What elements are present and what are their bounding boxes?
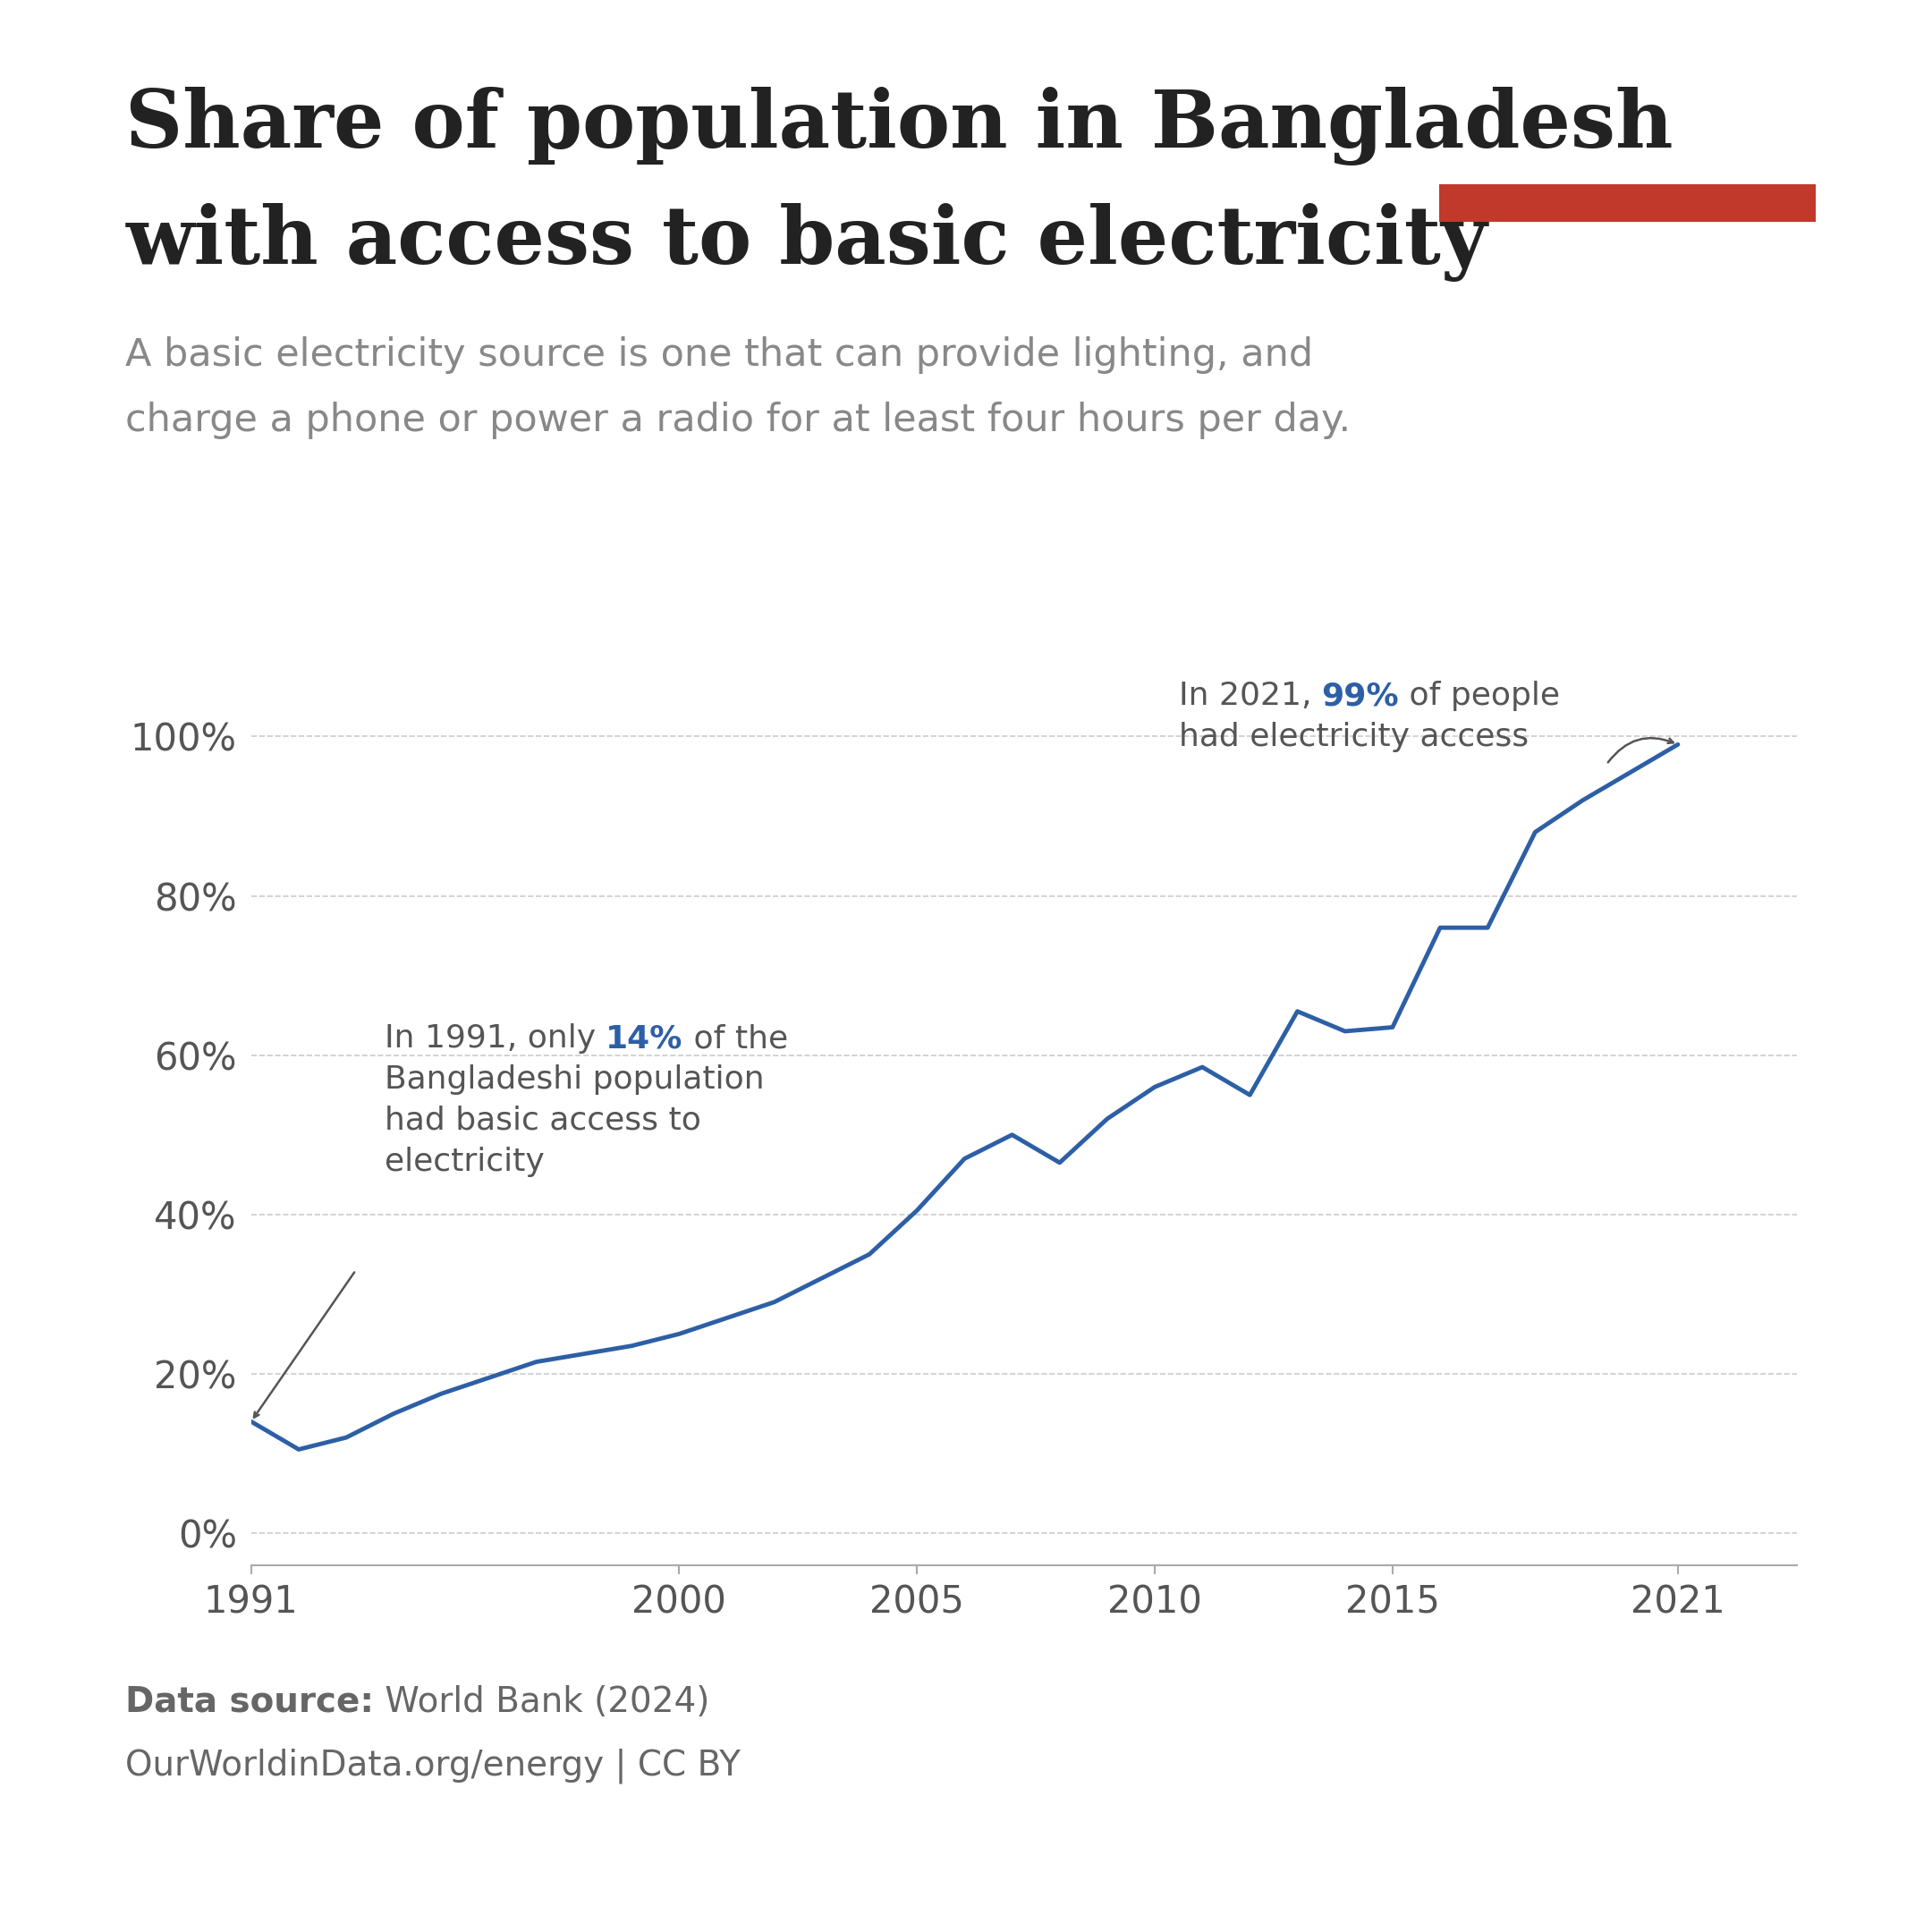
Text: 14%: 14% bbox=[607, 1024, 684, 1053]
Text: charge a phone or power a radio for at least four hours per day.: charge a phone or power a radio for at l… bbox=[126, 402, 1350, 439]
Text: Data source:: Data source: bbox=[126, 1685, 375, 1719]
Text: electricity: electricity bbox=[384, 1146, 545, 1177]
Text: Share of population in Bangladesh: Share of population in Bangladesh bbox=[126, 87, 1673, 166]
Text: OurWorldinData.org/energy | CC BY: OurWorldinData.org/energy | CC BY bbox=[126, 1748, 742, 1783]
Text: Bangladeshi population: Bangladeshi population bbox=[384, 1065, 765, 1095]
Text: In 2021,: In 2021, bbox=[1179, 680, 1321, 711]
Text: had basic access to: had basic access to bbox=[384, 1105, 701, 1136]
Text: of people: of people bbox=[1399, 680, 1561, 711]
Text: In 1991, only: In 1991, only bbox=[384, 1024, 607, 1053]
Bar bbox=[1439, 184, 1816, 222]
Text: World Bank (2024): World Bank (2024) bbox=[375, 1685, 709, 1719]
Text: A basic electricity source is one that can provide lighting, and: A basic electricity source is one that c… bbox=[126, 336, 1314, 373]
Text: with access to basic electricity: with access to basic electricity bbox=[126, 203, 1488, 282]
Text: had electricity access: had electricity access bbox=[1179, 723, 1528, 752]
Text: in Data: in Data bbox=[1563, 124, 1692, 155]
Text: 99%: 99% bbox=[1321, 680, 1399, 711]
Text: Our World: Our World bbox=[1536, 68, 1719, 97]
Text: of the: of the bbox=[684, 1024, 788, 1053]
